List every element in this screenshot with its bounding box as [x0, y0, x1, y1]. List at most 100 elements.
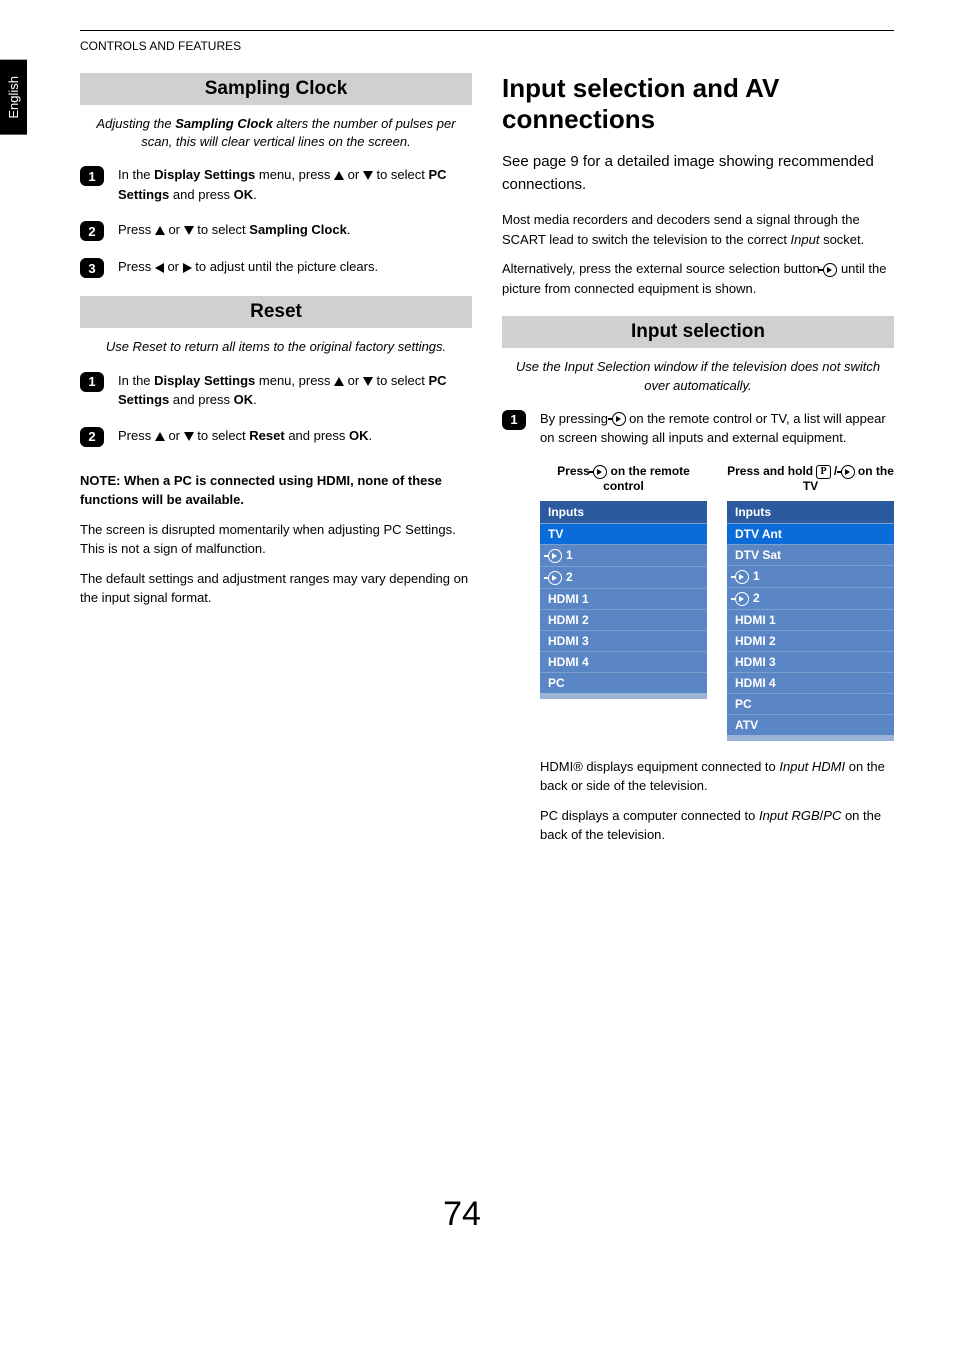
section-intro-sampling-clock: Adjusting the Sampling Clock alters the …	[90, 115, 462, 151]
t: and press	[169, 392, 233, 407]
step-text: Press or to select Reset and press OK.	[118, 426, 372, 446]
step-text: In the Display Settings menu, press or t…	[118, 371, 472, 410]
t: or	[165, 222, 184, 237]
t: OK	[349, 428, 369, 443]
page: English CONTROLS AND FEATURES Sampling C…	[0, 0, 954, 1264]
step-text: In the Display Settings menu, press or t…	[118, 165, 472, 204]
step-text: Press or to select Sampling Clock.	[118, 220, 350, 240]
table-row: HDMI 4	[540, 651, 707, 672]
t: Press and hold	[727, 464, 816, 478]
table-row: 1	[540, 544, 707, 566]
step-number-badge: 3	[80, 258, 104, 278]
table-footer	[540, 693, 707, 699]
step-row: 3 Press or to adjust until the picture c…	[80, 257, 472, 278]
t: to select	[373, 373, 429, 388]
section-title-sampling-clock: Sampling Clock	[80, 73, 472, 105]
t: Input	[791, 232, 820, 247]
source-input-icon	[735, 592, 749, 606]
step-number-badge: 2	[80, 221, 104, 241]
table-row: ATV	[727, 714, 894, 735]
t: menu, press	[255, 373, 334, 388]
t: .	[347, 222, 351, 237]
t: or	[164, 259, 183, 274]
t: Display Settings	[154, 167, 255, 182]
step-text: Press or to adjust until the picture cle…	[118, 257, 378, 277]
up-arrow-icon	[155, 432, 165, 441]
t: to select	[373, 167, 429, 182]
two-column-layout: Sampling Clock Adjusting the Sampling Cl…	[80, 73, 894, 855]
t: OK	[234, 392, 254, 407]
table-row: HDMI 1	[727, 609, 894, 630]
source-input-icon	[612, 412, 626, 426]
t: Alternatively, press the external source…	[502, 261, 823, 276]
section-intro-input-selection: Use the Input Selection window if the te…	[512, 358, 884, 394]
t: In the	[118, 373, 154, 388]
table-row: HDMI 4	[727, 672, 894, 693]
intro-text: Adjusting the	[96, 116, 175, 131]
table-row: PC	[540, 672, 707, 693]
section-intro-reset: Use Reset to return all items to the ori…	[90, 338, 462, 356]
up-arrow-icon	[155, 226, 165, 235]
t: to select	[194, 428, 250, 443]
inputs-table-tv: InputsDTV AntDTV Sat12HDMI 1HDMI 2HDMI 3…	[727, 501, 894, 741]
t: or	[344, 167, 363, 182]
t: Display Settings	[154, 373, 255, 388]
section-title-input-selection: Input selection	[502, 316, 894, 348]
intro-bold: Sampling Clock	[175, 116, 273, 131]
table-row: HDMI 3	[540, 630, 707, 651]
table-row: 2	[540, 566, 707, 588]
t: HDMI® displays equipment connected to	[540, 759, 779, 774]
t: OK	[234, 187, 254, 202]
step-number-badge: 1	[80, 372, 104, 392]
step-number-badge: 1	[80, 166, 104, 186]
right-column: Input selection and AV connections See p…	[502, 73, 894, 855]
source-input-icon	[548, 571, 562, 585]
table-row: HDMI 3	[727, 651, 894, 672]
step-text: By pressing on the remote control or TV,…	[540, 409, 894, 448]
step-row: 1 In the Display Settings menu, press or…	[80, 165, 472, 204]
source-input-icon	[841, 465, 855, 479]
source-input-icon	[823, 263, 837, 277]
t: In the	[118, 167, 154, 182]
paragraph: PC displays a computer connected to Inpu…	[540, 806, 894, 845]
t: to select	[194, 222, 250, 237]
inputs-table-remote: InputsTV12HDMI 1HDMI 2HDMI 3HDMI 4PC	[540, 501, 707, 699]
step-row: 1 In the Display Settings menu, press or…	[80, 371, 472, 410]
t: Sampling Clock	[249, 222, 347, 237]
paragraph: The screen is disrupted momentarily when…	[80, 520, 472, 559]
left-column: Sampling Clock Adjusting the Sampling Cl…	[80, 73, 472, 855]
left-inputs-table-col: Press on the remote control InputsTV12HD…	[540, 464, 707, 741]
table-row: PC	[727, 693, 894, 714]
header-text: CONTROLS AND FEATURES	[80, 39, 894, 53]
note-text: NOTE: When a PC is connected using HDMI,…	[80, 471, 472, 510]
t: Reset	[249, 428, 284, 443]
table-header: Inputs	[727, 501, 894, 523]
table-footer	[727, 735, 894, 741]
up-arrow-icon	[334, 377, 344, 386]
row-label: 2	[753, 591, 760, 605]
t: and press	[285, 428, 349, 443]
step-row: 2 Press or to select Sampling Clock.	[80, 220, 472, 241]
table-header: Inputs	[540, 501, 707, 523]
table-caption-tv: Press and hold P / on the TV	[727, 464, 894, 495]
table-row: HDMI 2	[727, 630, 894, 651]
source-input-icon	[593, 465, 607, 479]
step-row: 2 Press or to select Reset and press OK.	[80, 426, 472, 447]
t: socket.	[819, 232, 864, 247]
t: Press	[557, 464, 593, 478]
language-tab: English	[0, 60, 27, 135]
t: .	[369, 428, 373, 443]
source-input-icon	[548, 549, 562, 563]
down-arrow-icon	[184, 432, 194, 441]
t: Input HDMI	[779, 759, 845, 774]
t: Press	[118, 259, 155, 274]
table-caption-remote: Press on the remote control	[540, 464, 707, 495]
up-arrow-icon	[334, 171, 344, 180]
t: to adjust until the picture clears.	[192, 259, 378, 274]
t: .	[253, 392, 257, 407]
right-inputs-table-col: Press and hold P / on the TV InputsDTV A…	[727, 464, 894, 741]
paragraph: HDMI® displays equipment connected to In…	[540, 757, 894, 796]
row-label: 1	[753, 569, 760, 583]
row-label: 2	[566, 570, 573, 584]
table-row: HDMI 1	[540, 588, 707, 609]
